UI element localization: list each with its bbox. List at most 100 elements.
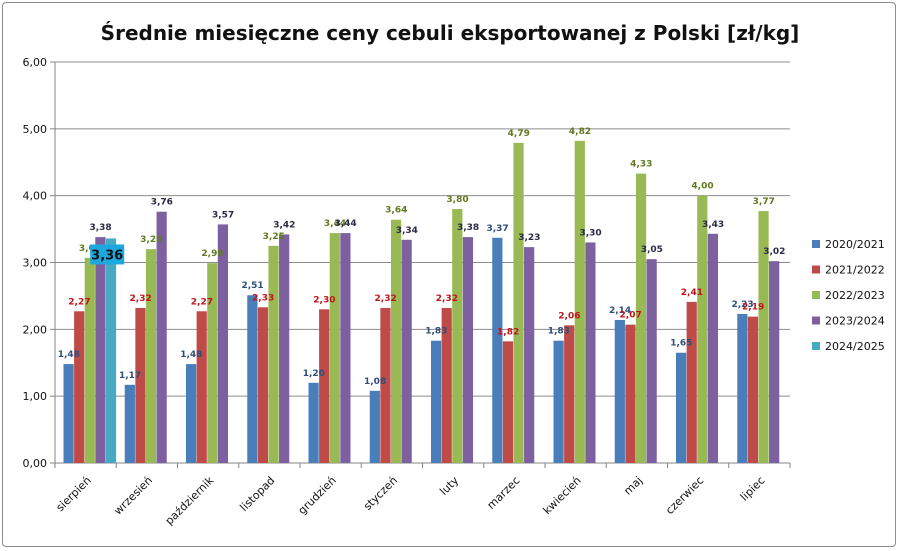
data-label: 3,07 <box>79 244 101 254</box>
data-label: 2,41 <box>681 288 703 298</box>
x-tick-label: luty <box>437 474 461 498</box>
data-label: 2,19 <box>742 303 764 313</box>
bar <box>707 233 718 463</box>
data-label: 3,37 <box>486 224 508 234</box>
legend-swatch <box>812 316 820 325</box>
bar <box>257 307 269 463</box>
data-label: 2,33 <box>252 293 274 303</box>
bar <box>737 313 748 463</box>
bar <box>614 319 625 463</box>
data-label: 1,48 <box>180 350 202 360</box>
bar <box>186 364 197 463</box>
bar <box>646 259 657 463</box>
bar <box>553 340 564 463</box>
data-label: 3,34 <box>396 226 418 236</box>
bar <box>758 211 769 463</box>
legend-label: 2021/2022 <box>825 264 885 277</box>
bar <box>502 341 514 463</box>
bar <box>340 233 351 463</box>
data-label: 3,25 <box>263 232 285 242</box>
x-tick-label: czerwiec <box>663 474 706 517</box>
data-label: 4,79 <box>508 129 530 139</box>
data-label: 3,20 <box>140 235 162 245</box>
y-axis: 0,00 1,00 2,00 3,00 4,00 5,00 6,00 <box>23 56 56 470</box>
y-tick-label: 3,00 <box>23 257 48 270</box>
bar <box>625 324 636 463</box>
data-label: 2,14 <box>609 306 631 316</box>
data-label: 1,65 <box>670 339 692 349</box>
bar <box>156 211 167 463</box>
data-label: 3,57 <box>212 210 234 220</box>
bar <box>74 311 85 463</box>
data-label: 3,80 <box>446 195 468 205</box>
legend-swatch <box>812 342 820 350</box>
bar <box>207 263 218 463</box>
bar <box>564 325 575 463</box>
callout-box <box>90 244 125 265</box>
data-label: 3,76 <box>151 198 173 208</box>
x-tick-label: grudzień <box>296 474 339 517</box>
data-label: 3,38 <box>89 223 111 233</box>
bar <box>676 352 687 463</box>
bar <box>462 237 473 463</box>
data-label: 1,08 <box>364 377 386 387</box>
y-tick-label: 4,00 <box>23 190 48 203</box>
bar <box>84 257 95 463</box>
bar <box>268 245 279 463</box>
bar <box>574 140 585 463</box>
data-label: 2,07 <box>620 311 642 321</box>
bar <box>585 242 596 463</box>
bar <box>145 249 157 463</box>
bars <box>63 140 780 463</box>
bar <box>524 247 535 463</box>
x-axis: sierpień wrzesień październik listopad grudz… <box>54 463 791 528</box>
data-label: 1,20 <box>303 369 325 379</box>
bar <box>747 316 759 463</box>
data-label: 4,00 <box>691 182 713 192</box>
bar <box>452 209 463 463</box>
bar <box>217 224 228 463</box>
y-tick-label: 5,00 <box>23 123 48 136</box>
data-label: 4,33 <box>630 160 652 170</box>
bar <box>319 309 330 463</box>
x-tick-label: sierpień <box>54 474 94 514</box>
bar <box>95 237 106 463</box>
y-tick-label: 2,00 <box>23 323 48 336</box>
data-label: 3,77 <box>753 197 775 207</box>
bar <box>697 195 708 463</box>
data-label: 3,44 <box>324 219 346 229</box>
data-labels: 1,48 2,27 3,07 3,38 3,36 1,17 2,32 3,20 3,76 1,48… <box>58 127 786 387</box>
x-tick-label: listopad <box>237 474 277 514</box>
bar <box>635 173 647 463</box>
bar <box>124 384 135 463</box>
data-label: 2,06 <box>558 311 580 321</box>
chart-title: Średnie miesięczne ceny cebuli eksportow… <box>101 21 800 45</box>
data-label: 2,32 <box>436 294 458 304</box>
data-label: 3,36 <box>91 248 123 263</box>
x-tick-label: marzec <box>485 474 523 512</box>
bar <box>105 238 117 463</box>
data-label: 3,38 <box>457 223 479 233</box>
legend-label: 2023/2024 <box>825 315 885 328</box>
data-label: 3,30 <box>579 228 601 238</box>
bar <box>513 142 524 463</box>
bar <box>329 233 340 463</box>
data-label: 2,27 <box>68 297 90 307</box>
data-label: 3,43 <box>702 220 724 230</box>
y-tick-label: 1,00 <box>23 390 48 403</box>
bar <box>686 301 697 463</box>
data-label: 1,82 <box>497 327 519 337</box>
x-tick-label: wrzesień <box>111 474 155 518</box>
bar <box>247 295 258 463</box>
data-label: 2,30 <box>313 295 335 305</box>
bar <box>492 237 503 463</box>
legend-label: 2024/2025 <box>825 340 885 353</box>
data-label: 2,27 <box>191 297 213 307</box>
data-label: 1,17 <box>119 371 141 381</box>
legend-swatch <box>812 240 820 248</box>
bar <box>196 311 207 463</box>
bar <box>308 382 319 463</box>
bar <box>279 234 290 463</box>
bar <box>369 390 380 463</box>
x-tick-label: lipiec <box>738 474 768 504</box>
